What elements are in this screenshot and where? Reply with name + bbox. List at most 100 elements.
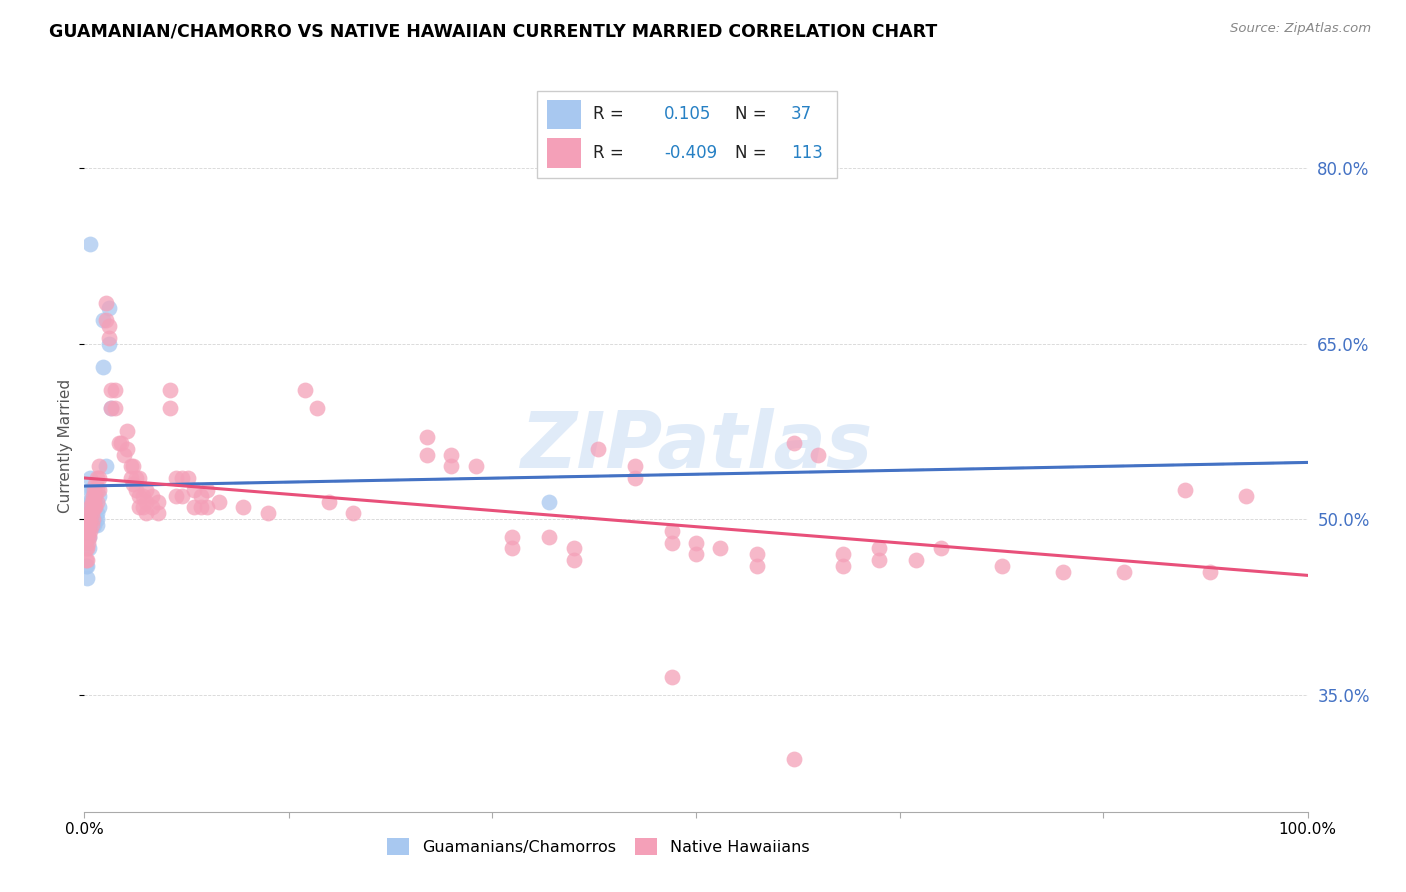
Point	[77, 535, 100, 549]
Point	[464, 459, 486, 474]
Point	[77, 541, 100, 556]
Point	[104, 401, 127, 415]
Legend: Guamanians/Chamorros, Native Hawaiians: Guamanians/Chamorros, Native Hawaiians	[387, 838, 810, 855]
Point	[77, 506, 100, 520]
Point	[97, 319, 120, 334]
Point	[807, 448, 830, 462]
Point	[624, 471, 647, 485]
Point	[120, 471, 142, 485]
Point	[83, 500, 105, 515]
Point	[82, 512, 104, 526]
Point	[208, 494, 231, 508]
Point	[661, 524, 683, 538]
Point	[172, 489, 194, 503]
Point	[159, 384, 181, 398]
Point	[294, 384, 316, 398]
Point	[183, 500, 205, 515]
Point	[79, 524, 101, 538]
Point	[929, 541, 952, 556]
Point	[76, 541, 98, 556]
Point	[76, 571, 98, 585]
Point	[77, 524, 100, 538]
Point	[77, 506, 100, 520]
Text: -0.409: -0.409	[664, 144, 717, 161]
Point	[80, 518, 103, 533]
Point	[86, 494, 108, 508]
Point	[991, 558, 1014, 573]
Point	[783, 436, 806, 450]
Point	[661, 535, 683, 549]
Bar	[547, 100, 581, 129]
Point	[869, 541, 891, 556]
Point	[146, 506, 169, 520]
Point	[831, 558, 853, 573]
Point	[100, 401, 122, 415]
Point	[709, 541, 731, 556]
Point	[91, 359, 114, 374]
Point	[685, 535, 707, 549]
Point	[84, 489, 107, 503]
Point	[96, 459, 118, 474]
Point	[83, 518, 105, 533]
Point	[416, 448, 439, 462]
Point	[135, 494, 157, 508]
Point	[87, 459, 110, 474]
Point	[112, 448, 135, 462]
Point	[747, 547, 769, 561]
Point	[86, 512, 108, 526]
Point	[586, 442, 609, 456]
Point	[122, 459, 145, 474]
Point	[76, 558, 98, 573]
Point	[77, 530, 100, 544]
Y-axis label: Currently Married: Currently Married	[58, 379, 73, 513]
Text: R =: R =	[593, 144, 628, 161]
Text: 37: 37	[792, 105, 813, 123]
Point	[91, 313, 114, 327]
Point	[440, 459, 463, 474]
Point	[685, 547, 707, 561]
Bar	[547, 138, 581, 168]
Point	[905, 553, 928, 567]
Point	[416, 430, 439, 444]
Point	[75, 558, 97, 573]
Point	[76, 530, 98, 544]
Text: Source: ZipAtlas.com: Source: ZipAtlas.com	[1230, 22, 1371, 36]
Point	[75, 553, 97, 567]
Point	[502, 541, 524, 556]
Point	[232, 500, 254, 515]
Point	[80, 506, 103, 520]
Point	[107, 436, 129, 450]
Point	[87, 489, 110, 503]
Point	[77, 512, 100, 526]
Point	[77, 494, 100, 508]
Point	[76, 553, 98, 567]
Point	[97, 331, 120, 345]
Point	[82, 518, 104, 533]
Point	[96, 313, 118, 327]
Point	[132, 489, 155, 503]
Point	[318, 494, 340, 508]
Point	[165, 471, 187, 485]
Point	[342, 506, 364, 520]
Point	[1174, 483, 1197, 497]
Point	[82, 512, 104, 526]
Point	[562, 553, 585, 567]
Point	[128, 500, 150, 515]
Point	[82, 494, 104, 508]
Point	[305, 401, 328, 415]
Point	[97, 301, 120, 316]
Point	[87, 471, 110, 485]
Point	[177, 471, 200, 485]
Point	[79, 512, 101, 526]
Point	[80, 483, 103, 497]
Point	[195, 483, 218, 497]
Point	[538, 494, 561, 508]
Point	[97, 336, 120, 351]
Point	[77, 518, 100, 533]
Point	[84, 500, 107, 515]
Point	[132, 500, 155, 515]
Point	[128, 471, 150, 485]
Text: 0.105: 0.105	[664, 105, 711, 123]
Point	[195, 500, 218, 515]
Point	[172, 471, 194, 485]
